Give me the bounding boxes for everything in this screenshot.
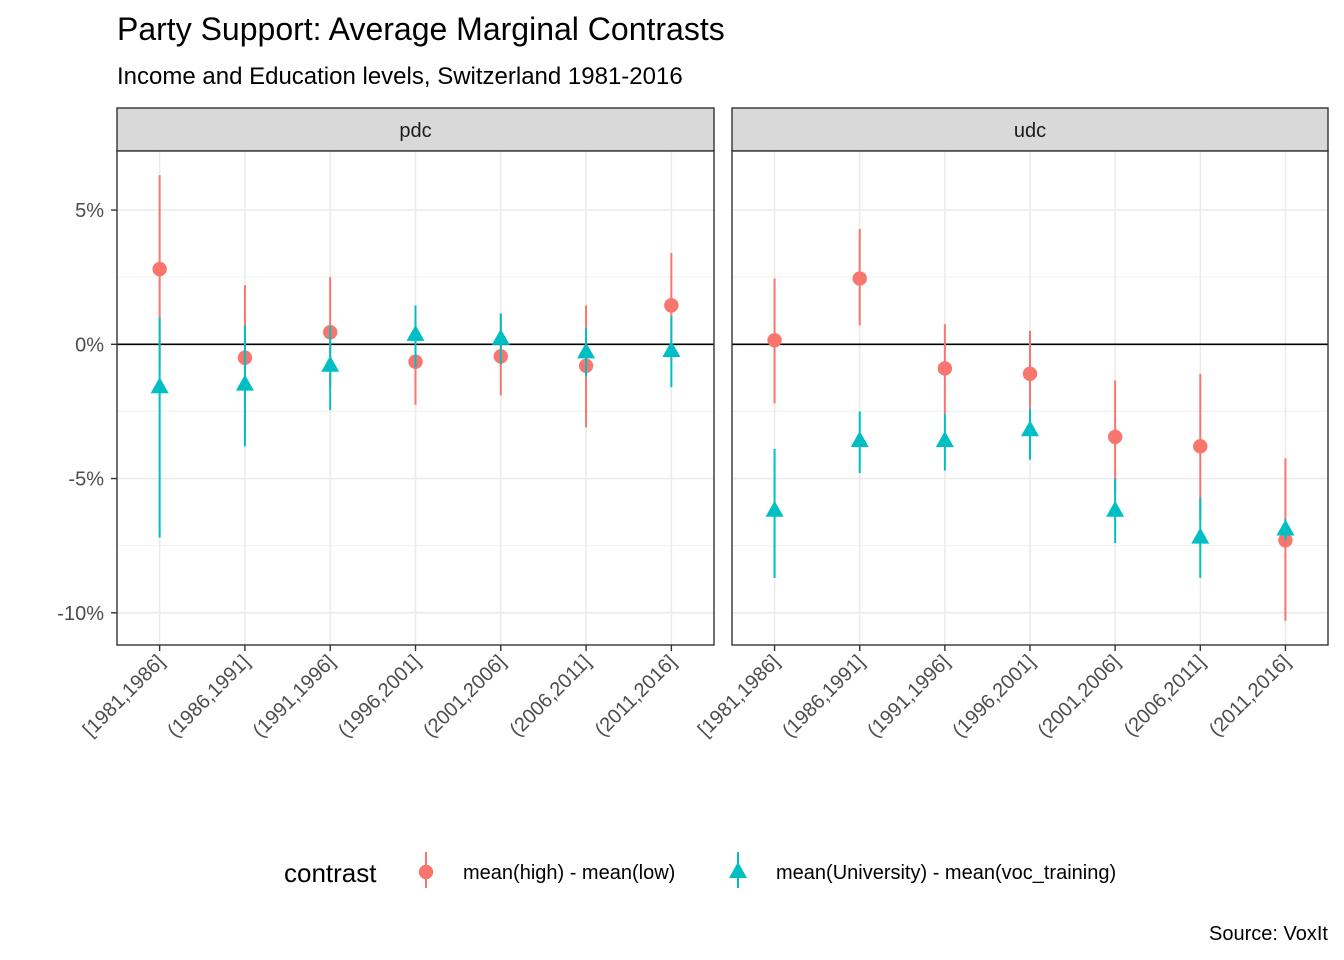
x-tick-label: (1991,1996]	[863, 651, 954, 742]
x-tick-label: [1981,1986]	[694, 651, 784, 741]
x-tick-label: (2006,2011]	[506, 651, 596, 741]
data-point	[406, 324, 425, 341]
data-point	[1022, 366, 1038, 382]
data-point	[321, 355, 340, 372]
x-tick-label: (2001,2006]	[1034, 651, 1125, 742]
data-point	[1193, 439, 1208, 454]
data-point	[152, 261, 167, 277]
data-point	[850, 430, 869, 447]
chart-subtitle: Income and Education levels, Switzerland…	[117, 63, 683, 90]
legend-label: mean(high) - mean(low)	[463, 862, 675, 884]
facet-strip	[116, 107, 715, 152]
data-point	[150, 377, 169, 394]
facet-strip	[731, 107, 1329, 152]
data-point	[235, 374, 254, 391]
data-point	[491, 328, 510, 345]
y-tick-label: 0%	[75, 334, 104, 356]
data-point	[767, 333, 782, 348]
y-tick-label: -5%	[68, 469, 104, 491]
x-tick-label: (1986,1991]	[163, 651, 254, 742]
data-point	[664, 298, 679, 313]
panel-udc: udc [1981,1986](1986,1991](1991,1996](199…	[694, 107, 1329, 742]
x-tick-label: (2001,2006]	[419, 651, 510, 742]
chart-title: Party Support: Average Marginal Contrast…	[117, 11, 725, 47]
facet-strip-label: pdc	[399, 120, 431, 142]
data-point	[1106, 500, 1125, 517]
data-point	[1191, 527, 1210, 544]
legend: contrast mean(high) - mean(low) mean(Unive…	[284, 852, 1116, 888]
data-point	[935, 430, 954, 447]
series-education	[150, 305, 681, 538]
data-point	[1021, 420, 1039, 437]
legend-label: mean(University) - mean(voc_training)	[776, 862, 1116, 884]
x-tick-label: (2011,2016]	[591, 651, 681, 741]
legend-key-circle	[418, 864, 434, 880]
x-tick-label: (1996,2001]	[334, 651, 425, 742]
y-axis: 5% 0% -5% -10%	[57, 200, 117, 625]
y-tick-label: -10%	[57, 603, 104, 625]
x-tick-label: (2011,2016]	[1205, 651, 1295, 741]
data-point	[937, 361, 953, 376]
data-point	[662, 341, 681, 358]
facet-strip-label: udc	[1014, 120, 1046, 142]
data-point	[1107, 429, 1123, 445]
facet-panels: pdc[1981,1986](1986,1991](1991,1996](199…	[79, 107, 1329, 742]
x-tick-label: [1981,1986]	[79, 651, 169, 741]
y-tick-label: 5%	[75, 200, 104, 222]
data-point	[577, 342, 596, 359]
legend-item: mean(University) - mean(voc_training)	[729, 852, 1116, 888]
legend-key-triangle	[729, 862, 747, 878]
x-tick-label: (1986,1991]	[778, 651, 869, 742]
data-point	[765, 500, 784, 517]
data-point	[1276, 519, 1295, 536]
legend-title: contrast	[284, 858, 377, 888]
data-point	[852, 271, 867, 286]
chart-caption: Source: VoxIt	[1209, 923, 1328, 945]
x-tick-label: (2006,2011]	[1120, 651, 1210, 741]
x-tick-label: (1991,1996]	[249, 651, 340, 742]
legend-item: mean(high) - mean(low)	[418, 852, 675, 888]
series-education	[765, 408, 1295, 578]
panel-pdc: pdc [1981,1986](1986,1991](1991,1996](199…	[79, 107, 715, 742]
x-tick-label: (1996,2001]	[948, 651, 1039, 742]
